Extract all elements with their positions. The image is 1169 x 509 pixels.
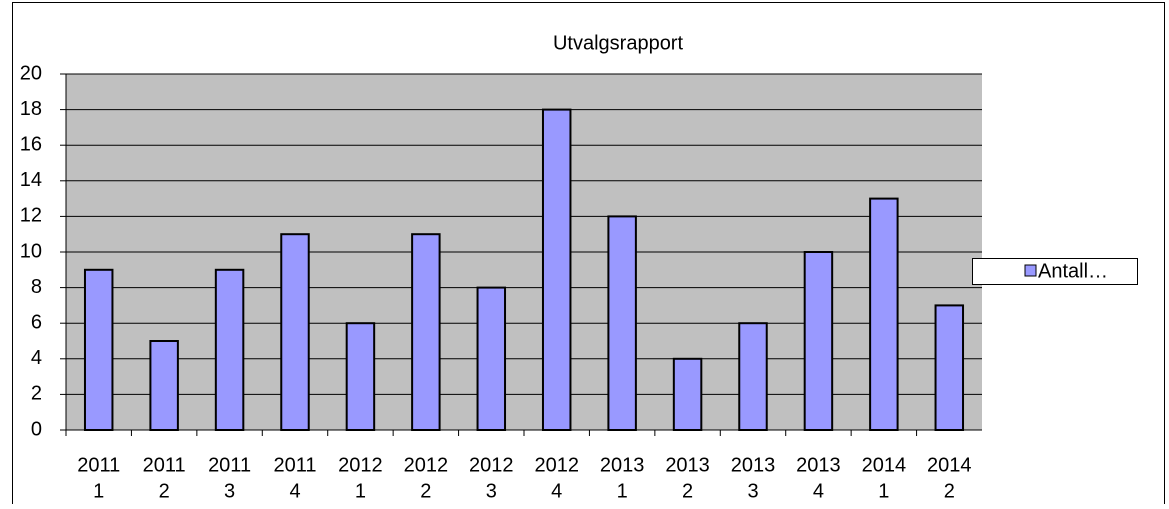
bar	[345, 322, 376, 432]
x-tick-label: 2014	[862, 454, 907, 476]
x-tick-label: 2011	[273, 454, 316, 476]
y-tick-label: 4	[31, 347, 42, 369]
x-tick-label: 1	[93, 480, 104, 502]
x-tick-label: 2013	[600, 454, 645, 476]
x-tick-label: 2012	[338, 454, 383, 476]
x-tick-label: 3	[747, 480, 758, 502]
legend-label: Antall…	[1038, 260, 1108, 282]
x-tick-label: 3	[224, 480, 235, 502]
y-tick-label: 14	[20, 169, 42, 191]
x-tick-label: 2012	[534, 454, 579, 476]
x-tick-label: 1	[878, 480, 889, 502]
y-tick-label: 8	[31, 276, 42, 298]
y-tick-label: 2	[31, 383, 42, 405]
x-tick-label: 2013	[731, 454, 776, 476]
bar	[869, 197, 899, 431]
x-tick-label: 1	[355, 480, 366, 502]
x-tick-label: 2	[420, 480, 431, 502]
y-tick-label: 16	[20, 133, 42, 155]
x-tick-label: 2013	[796, 454, 841, 476]
x-tick-label: 2011	[208, 454, 251, 476]
x-tick-label: 2013	[665, 454, 710, 476]
bar	[411, 233, 441, 431]
x-tick-label: 2014	[927, 454, 972, 476]
bar	[83, 268, 114, 431]
x-tick-label: 2011	[77, 454, 120, 476]
legend-swatch	[1024, 264, 1037, 277]
y-tick-label: 10	[20, 240, 42, 262]
bar	[934, 304, 965, 431]
bar	[607, 215, 637, 431]
x-tick-label: 2	[159, 480, 170, 502]
x-tick-label: 2	[944, 480, 955, 502]
x-tick-label: 4	[289, 480, 300, 502]
x-tick-label: 2012	[404, 454, 449, 476]
y-tick-label: 18	[20, 98, 42, 120]
y-tick-label: 6	[31, 311, 42, 333]
y-tick-label: 12	[20, 205, 42, 227]
bar	[214, 268, 245, 431]
y-tick-label: 0	[31, 418, 42, 440]
bar	[149, 340, 179, 431]
bar	[280, 233, 310, 431]
y-tick-label: 20	[20, 62, 42, 84]
bar	[738, 322, 768, 432]
x-tick-label: 4	[813, 480, 824, 502]
x-tick-label: 4	[551, 480, 562, 502]
bar	[803, 251, 834, 431]
legend-box	[972, 258, 1138, 285]
x-tick-label: 3	[486, 480, 497, 502]
x-tick-label: 2	[682, 480, 693, 502]
bar	[476, 286, 507, 431]
x-tick-label: 2012	[469, 454, 514, 476]
bar	[672, 357, 703, 431]
x-tick-label: 1	[617, 480, 628, 502]
x-tick-label: 2011	[143, 454, 186, 476]
chart-title: Utvalgsrapport	[553, 32, 684, 54]
bar	[541, 108, 572, 431]
